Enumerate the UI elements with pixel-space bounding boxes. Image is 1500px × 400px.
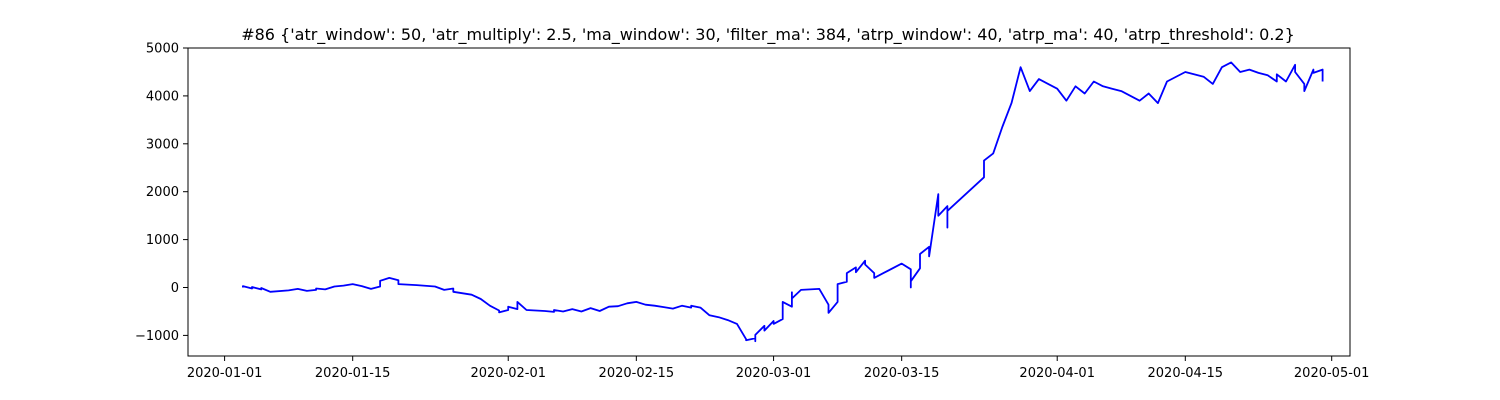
x-tick-label: 2020-01-01 — [187, 366, 263, 381]
y-tick-label: 1000 — [146, 233, 179, 248]
y-axis: −1000 0 1000 2000 3000 4000 5000 — [135, 42, 188, 344]
plot-area — [187, 47, 1351, 357]
y-tick-label: 3000 — [146, 137, 179, 152]
chart-title: #86 {'atr_window': 50, 'atr_multiply': 2… — [241, 25, 1295, 45]
y-tick-label: 5000 — [146, 42, 179, 57]
y-tick-label: 0 — [171, 281, 179, 296]
x-tick-label: 2020-01-15 — [315, 366, 391, 381]
x-tick-label: 2020-05-01 — [1294, 366, 1370, 381]
y-tick-label: 4000 — [146, 89, 179, 104]
equity-curve-line — [241, 61, 1324, 343]
x-tick-label: 2020-03-15 — [864, 366, 940, 381]
x-tick-label: 2020-03-01 — [736, 366, 812, 381]
x-tick-label: 2020-02-01 — [470, 366, 546, 381]
x-tick-label: 2020-04-01 — [1019, 366, 1095, 381]
x-tick-label: 2020-02-15 — [599, 366, 675, 381]
axes-frame — [187, 47, 1351, 357]
x-axis: 2020-01-01 2020-01-15 2020-02-01 2020-02-15… — [187, 356, 1370, 381]
y-tick-label: −1000 — [135, 329, 179, 344]
x-tick-label: 2020-04-15 — [1148, 366, 1224, 381]
y-tick-label: 2000 — [146, 185, 179, 200]
